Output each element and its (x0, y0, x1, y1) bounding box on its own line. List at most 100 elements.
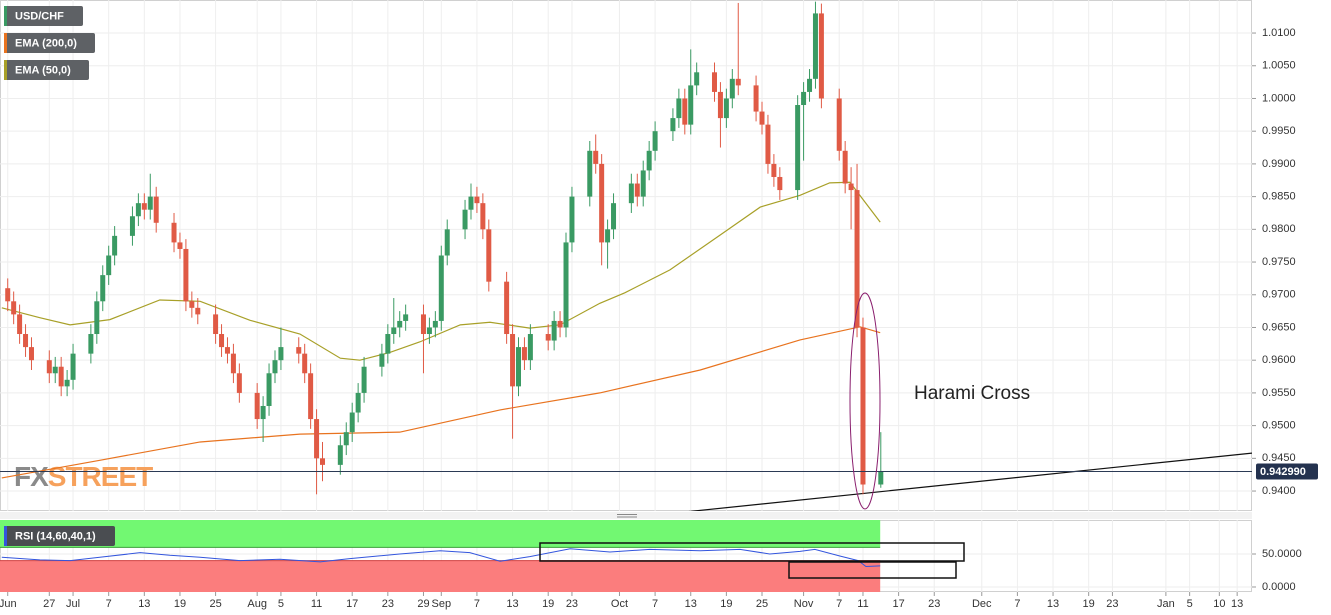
candle-body (28, 347, 34, 361)
candle-body (320, 458, 326, 465)
candle-body (759, 111, 765, 125)
candle-body (486, 229, 492, 282)
candle-body (349, 412, 355, 433)
candle-body (753, 85, 759, 112)
x-tick-label: 13 (1231, 598, 1243, 610)
y-tick-label: 1.0000 (1262, 92, 1296, 104)
legend-label: RSI (14,60,40,1) (15, 530, 96, 542)
candle-body (213, 314, 219, 335)
candle-body (219, 334, 225, 348)
candle-body (58, 366, 64, 387)
marks: FXSTREET (0, 1, 1252, 511)
candle-body (296, 347, 302, 354)
candle-body (515, 347, 521, 387)
candle-body (236, 373, 242, 393)
candle-body (266, 373, 272, 406)
candle-body (135, 203, 141, 217)
highlight-ellipse (849, 292, 881, 510)
legend-swatch (4, 6, 7, 26)
candle-body (688, 85, 694, 125)
candle-body (153, 196, 159, 223)
legend-label: EMA (200,0) (15, 37, 77, 49)
candle-body (777, 176, 783, 191)
x-tick-label: 5 (278, 598, 284, 610)
candle-body (878, 471, 884, 485)
candle-body (670, 118, 676, 132)
candle-body (17, 314, 23, 335)
candle-body (545, 334, 551, 341)
candle-body (729, 78, 735, 99)
candle-body (587, 150, 593, 197)
candle-body (397, 320, 403, 328)
candle-body (112, 235, 118, 256)
y-tick-label: 0.9650 (1262, 321, 1296, 333)
candle-body (605, 229, 611, 243)
candle-body (230, 353, 236, 374)
x-tick-label: Jun (0, 598, 17, 610)
legend-box (4, 6, 83, 26)
candle-body (480, 203, 486, 230)
candle-body (438, 255, 444, 321)
candle-body (854, 190, 860, 328)
y-tick-label: 1.0100 (1262, 27, 1296, 39)
x-tick-label: Nov (794, 598, 814, 610)
candle-body (100, 275, 106, 302)
x-tick-label: 11 (857, 598, 868, 610)
x-tick-label: 7 (106, 598, 112, 610)
y-tick-label: 0.9500 (1262, 420, 1296, 432)
y-tick-label: 0.9750 (1262, 256, 1296, 268)
candle-body (593, 150, 599, 164)
legend-box (4, 33, 95, 53)
ema-line (1, 326, 881, 479)
candle-body (510, 334, 516, 387)
x-tick-label: Dec (972, 598, 992, 610)
candle-body (842, 150, 848, 184)
x-tick-label: 13 (506, 598, 518, 610)
x-tick-label: 17 (346, 598, 358, 610)
candle-body (462, 209, 468, 230)
candle-body (260, 405, 266, 420)
candle-body (337, 445, 343, 465)
x-tick-label: 17 (892, 598, 904, 610)
panel-separator (0, 512, 1252, 519)
candle-body (403, 314, 409, 321)
candle-body (521, 347, 527, 361)
rsi-line (1, 548, 881, 568)
rsi-box (539, 542, 965, 562)
x-tick-label: Sep (431, 598, 451, 610)
candle-body (361, 366, 367, 393)
candle-body (5, 288, 11, 302)
legend-swatch (4, 60, 7, 80)
candle-body (278, 347, 284, 361)
candle-body (836, 98, 842, 151)
x-tick-label: 29 (417, 598, 429, 610)
y-tick-label: 0.9850 (1262, 191, 1296, 203)
legend-swatch (4, 526, 7, 546)
candle-body (129, 216, 135, 236)
candle-body (634, 183, 640, 197)
candle-body (64, 379, 70, 387)
candle-body (426, 327, 432, 335)
candle-body (23, 334, 29, 348)
x-tick-label: 13 (1047, 598, 1059, 610)
candle-body (147, 196, 153, 210)
y-tick-label: 0.9600 (1262, 354, 1296, 366)
candle-body (795, 105, 801, 191)
x-tick-label: 23 (1106, 598, 1118, 610)
x-tick-label: 13 (138, 598, 150, 610)
y-tick-label: 0.9800 (1262, 223, 1296, 235)
candle-body (694, 72, 700, 86)
candle-body (106, 255, 112, 276)
candle-body (379, 353, 385, 367)
x-tick-label: 19 (174, 598, 186, 610)
x-tick-label: 23 (382, 598, 394, 610)
y-tick-label: 0.9400 (1262, 485, 1296, 497)
candle-body (254, 392, 260, 420)
candle-body (224, 347, 230, 354)
candle-body (343, 432, 349, 446)
x-tick-label: 23 (566, 598, 578, 610)
axes: Jun 27 Jul 7 13 19 25 Aug 5 11 17 23 29 Sep 7 13 19 23 Oct… (0, 27, 1318, 610)
candle-body (628, 183, 634, 204)
candle-body (11, 301, 17, 315)
